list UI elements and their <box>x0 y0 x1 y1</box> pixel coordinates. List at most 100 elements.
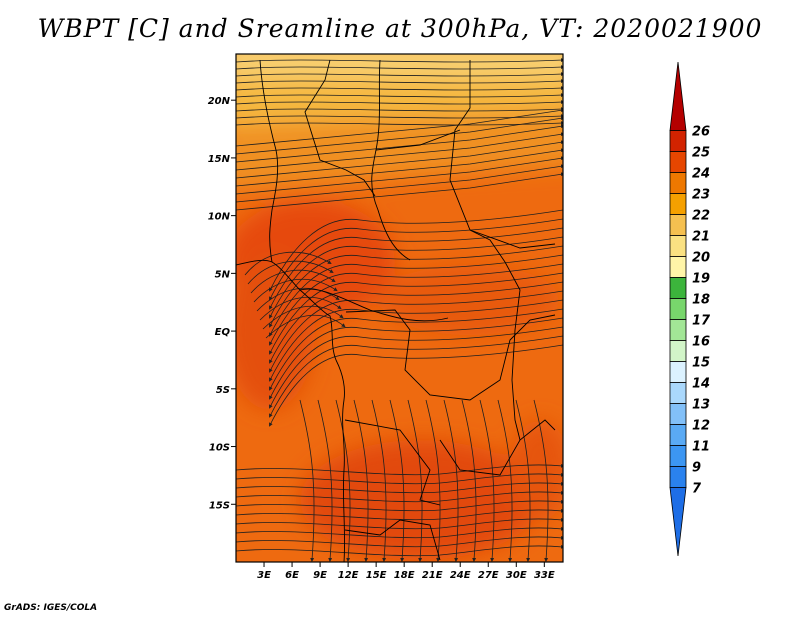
colorbar-box <box>669 340 687 362</box>
border-coast <box>236 259 346 562</box>
streamline <box>269 272 563 355</box>
streamline <box>236 121 563 126</box>
streamline <box>479 399 495 562</box>
streamline <box>236 93 563 98</box>
x-tick-label: 3E <box>257 570 271 581</box>
streamline <box>236 124 563 163</box>
streamline <box>269 299 563 382</box>
border-south-1 <box>344 419 441 506</box>
colorbar-box <box>669 214 687 236</box>
streamline <box>353 399 369 562</box>
y-tick-label: 15N <box>208 154 231 165</box>
x-tick-label: 12E <box>338 570 359 581</box>
border-central-1 <box>299 288 449 322</box>
colorbar-label: 22 <box>692 209 710 224</box>
streamline <box>461 399 477 562</box>
colorbar-label: 26 <box>692 125 710 140</box>
streamline <box>244 251 332 276</box>
chart-title: WBPT [C] and Sreamline at 300hPa, VT: 20… <box>37 14 763 43</box>
border-west <box>259 59 279 263</box>
credit-label: GrADS: IGES/COLA <box>4 603 98 613</box>
colorbar-label: 19 <box>692 272 710 287</box>
streamline <box>269 317 563 400</box>
streamline <box>236 472 563 485</box>
streamline <box>236 481 563 494</box>
colorbar-box <box>669 130 687 152</box>
country-borders <box>236 59 556 562</box>
streamline <box>269 308 563 391</box>
streamline <box>269 218 563 301</box>
colorbar-label: 24 <box>692 167 710 182</box>
colorbar-box <box>669 298 687 320</box>
streamline <box>269 290 563 373</box>
colorbar-box <box>669 151 687 173</box>
colorbar-label: 17 <box>692 314 711 329</box>
colorbar-top-triangle <box>669 61 687 131</box>
colorbar-box <box>669 466 687 488</box>
colorbar-label: 18 <box>692 293 710 308</box>
streamline <box>250 269 336 294</box>
streamline <box>269 326 563 409</box>
streamline <box>236 100 563 105</box>
x-tick-label: 27E <box>478 570 499 581</box>
border-east-2 <box>375 129 461 151</box>
streamline <box>236 114 563 119</box>
colorbar-label: 13 <box>692 398 710 413</box>
streamline <box>236 79 563 84</box>
colorbar-label: 15 <box>692 356 710 371</box>
map-frame <box>235 53 564 563</box>
streamline <box>236 517 563 530</box>
streamline <box>497 399 513 562</box>
border-north-2 <box>371 59 411 261</box>
colorbar-bottom-triangle <box>669 487 687 557</box>
streamline <box>425 399 441 562</box>
colorbar-box <box>669 172 687 194</box>
streamline <box>236 108 563 147</box>
colorbar-label: 23 <box>692 188 710 203</box>
map-plot-area <box>236 54 563 562</box>
streamline <box>389 399 405 562</box>
colorbar-box <box>669 256 687 278</box>
streamline <box>335 399 351 562</box>
streamline <box>236 172 563 211</box>
x-axis: 3E 6E 9E 12E 15E 18E 21E 24E 27E 30E 33E <box>257 562 555 581</box>
colorbar-box <box>669 319 687 341</box>
border-south-2 <box>439 419 556 476</box>
streamline <box>299 399 315 562</box>
streamline <box>265 314 346 339</box>
colorbar-box <box>669 361 687 383</box>
colorbar-box <box>669 277 687 299</box>
streamline <box>253 278 338 303</box>
x-tick-label: 18E <box>394 570 415 581</box>
x-tick-label: 33E <box>534 570 555 581</box>
streamline <box>236 499 563 512</box>
colorbar-label: 20 <box>692 251 710 266</box>
colorbar-label: 16 <box>692 335 710 350</box>
streamline <box>443 399 459 562</box>
colorbar-box <box>669 193 687 215</box>
streamline <box>236 508 563 521</box>
colorbar-label: 9 <box>692 461 701 476</box>
streamline <box>269 236 563 319</box>
streamline <box>269 254 563 337</box>
y-tick-label: 20N <box>208 96 231 107</box>
colorbar-label: 12 <box>692 419 710 434</box>
streamline <box>236 132 563 171</box>
streamline <box>236 463 563 476</box>
colorbar-box <box>669 403 687 425</box>
colorbar: 7 9 11 12 13 14 15 16 17 18 19 20 21 22 23 24 25 26 <box>669 61 711 557</box>
y-tick-label: 5N <box>215 269 231 280</box>
x-tick-label: 24E <box>450 570 471 581</box>
streamline <box>236 535 563 548</box>
streamline <box>262 305 344 330</box>
colorbar-label: 25 <box>692 146 710 161</box>
x-tick-label: 9E <box>313 570 327 581</box>
streamline <box>259 296 342 321</box>
y-tick-label: 10N <box>208 212 231 223</box>
y-tick-label: EQ <box>215 327 231 338</box>
streamline <box>236 65 563 70</box>
colorbar-label: 21 <box>692 230 710 245</box>
streamline <box>236 148 563 187</box>
streamline <box>269 245 563 328</box>
y-tick-label: 5S <box>216 385 230 396</box>
